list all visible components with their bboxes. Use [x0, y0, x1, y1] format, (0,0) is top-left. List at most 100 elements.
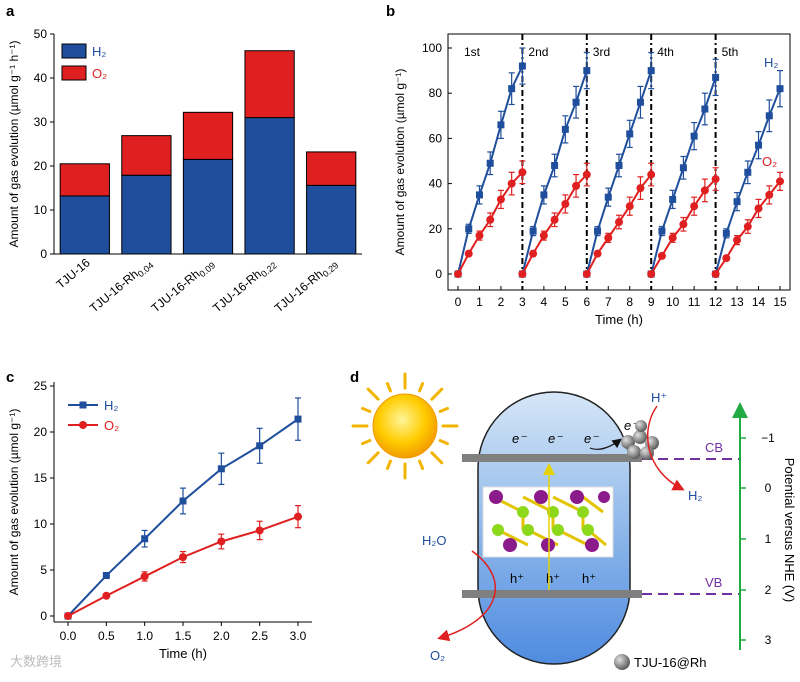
data-point [475, 191, 483, 199]
data-point [140, 572, 149, 581]
y-tick-label: 20 [429, 222, 443, 236]
electron-4: e⁻ [624, 418, 639, 433]
sun-icon [351, 372, 459, 480]
legend-label: O₂ [92, 66, 107, 81]
data-point [561, 199, 570, 208]
x-tick-label: 13 [730, 295, 744, 309]
series-label-o2: O₂ [762, 154, 777, 169]
data-point [496, 195, 505, 204]
y-tick-label: 20 [34, 425, 48, 439]
bar-o2 [59, 163, 110, 197]
y-tick-label: 60 [429, 131, 443, 145]
y-tick-label: 0 [40, 609, 47, 623]
bar-o2 [182, 111, 234, 160]
legend-label: H₂ [92, 44, 106, 59]
bar-o2 [306, 151, 357, 186]
data-point [518, 168, 527, 177]
y-axis-label: Amount of gas evolution (µmol g⁻¹) [393, 69, 407, 256]
bar-o2 [244, 50, 295, 119]
potential-tick-label: 0 [765, 481, 772, 495]
potential-tick-label: 2 [765, 583, 772, 597]
x-tick-label: TJU-16 [54, 255, 93, 291]
rh-legend-label: TJU-16@Rh [634, 655, 706, 670]
potential-tick-label: 3 [765, 633, 772, 647]
sun-ray [438, 439, 449, 446]
sun-ray [361, 406, 372, 413]
bar-h2 [306, 184, 357, 255]
x-tick-label: 4 [541, 295, 548, 309]
data-point [733, 236, 742, 245]
x-tick-label: 2 [498, 295, 505, 309]
data-point [475, 231, 484, 240]
sun-ray [418, 382, 425, 393]
data-point [711, 175, 720, 184]
bar-h2 [244, 117, 295, 255]
x-tick-label: 0.0 [60, 629, 77, 643]
panel-label-a: a [6, 3, 15, 20]
x-tick-label: 2.0 [213, 629, 230, 643]
data-point [518, 62, 526, 70]
oxidation-arrow [437, 550, 497, 642]
y-tick-label: 25 [34, 379, 48, 393]
data-point [583, 67, 591, 75]
y-tick-label: 10 [34, 517, 48, 531]
data-point [582, 270, 591, 278]
data-point [626, 130, 634, 138]
data-point [102, 591, 111, 600]
x-tick-label: 15 [773, 295, 787, 309]
x-tick-label: 12 [709, 295, 723, 309]
data-point [572, 181, 581, 190]
x-tick-label: 3 [519, 295, 526, 309]
y-tick-label: 80 [429, 86, 443, 100]
data-point [690, 202, 699, 211]
electron-2: e⁻ [548, 431, 563, 446]
sun-ray [366, 451, 380, 465]
data-point [701, 105, 709, 113]
data-point [141, 535, 149, 543]
x-tick-label: 1.5 [175, 629, 192, 643]
data-point [647, 270, 656, 278]
sun-ray [385, 382, 392, 393]
x-tick-label: 7 [605, 295, 612, 309]
data-point [722, 229, 730, 237]
cycle-label: 5th [722, 45, 739, 59]
data-point [179, 497, 187, 505]
sun-ray [438, 406, 449, 413]
x-tick-label: 0 [455, 295, 462, 309]
data-point [64, 612, 72, 620]
panel-label-b: b [386, 3, 395, 20]
electron-transfer-arrow [589, 438, 622, 450]
data-point [712, 73, 720, 81]
data-point [615, 218, 623, 227]
potential-tick-label: 1 [765, 532, 772, 546]
data-point [722, 254, 731, 263]
chart-c: 0 5 10 15 20 25 0.0 0.5 1.0 1.5 2.0 2.5 3.0 Time (h) A… [7, 379, 312, 661]
data-point [765, 190, 774, 199]
reduction-arrow [646, 405, 685, 491]
data-point [604, 193, 612, 201]
data-point [743, 222, 752, 231]
data-point [217, 537, 226, 546]
legend-marker [79, 421, 87, 429]
data-point [776, 85, 784, 93]
x-tick-label: 5 [562, 295, 569, 309]
potential-axis-title: Potential versus NHE (V) [782, 458, 797, 603]
h2-product-label: H₂ [688, 488, 702, 503]
data-point [294, 512, 302, 521]
rh-cocatalyst-cluster [621, 420, 659, 460]
sun-ray [430, 451, 444, 465]
data-point [625, 202, 634, 211]
data-point [636, 98, 644, 106]
legend-marker [79, 401, 87, 409]
data-point [464, 249, 473, 258]
x-tick-label: 11 [688, 295, 701, 309]
x-tick-label: 3.0 [290, 629, 307, 643]
y-axis-label: Amount of gas evolution (µmol g⁻¹) [7, 409, 21, 596]
cycle-label: 3rd [593, 45, 610, 59]
y-tick-label: 5 [40, 563, 47, 577]
vb-band [462, 590, 642, 598]
x-tick-label: 6 [583, 295, 590, 309]
cb-label: CB [705, 440, 723, 455]
x-tick-label: 0.5 [98, 629, 115, 643]
